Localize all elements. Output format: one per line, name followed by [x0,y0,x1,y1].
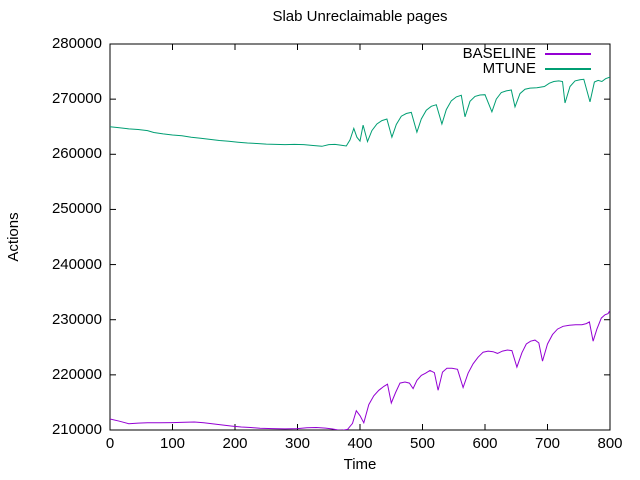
legend: BASELINE MTUNE [463,46,591,76]
y-tick-label: 220000 [51,365,102,383]
series-lines [110,76,610,430]
y-tick-label: 240000 [51,255,102,273]
legend-label-baseline: BASELINE [462,45,536,62]
y-tick-label: 270000 [51,90,102,108]
chart-title: Slab Unreclaimable pages [272,8,448,25]
x-tick-label: 100 [159,435,186,452]
legend-line-sample-mtune [545,67,591,70]
x-tick-label: 600 [472,435,498,452]
mtune-series-line [110,76,610,147]
y-tick-label: 250000 [51,200,102,218]
y-tick-label: 280000 [51,35,102,52]
legend-item-baseline: BASELINE [463,46,591,61]
x-tick-label: 300 [284,435,311,452]
x-tick-label: 200 [222,435,248,452]
x-tick-label: 700 [534,435,561,452]
baseline-series-line [110,310,610,430]
x-tick-label: 400 [347,435,373,452]
y-tick-label: 260000 [51,145,102,163]
legend-line-sample-baseline [545,52,591,55]
x-tick-label: 0 [105,435,115,452]
axis-ticks [109,43,611,431]
x-tick-label: 500 [409,435,436,452]
x-axis-label: Time [343,456,377,473]
legend-label-mtune: MTUNE [482,60,536,77]
x-tick-label: 800 [597,435,623,452]
y-tick-label: 210000 [51,421,102,438]
legend-item-mtune: MTUNE [463,61,591,76]
plot-border [109,43,611,431]
y-tick-label: 230000 [51,310,102,328]
